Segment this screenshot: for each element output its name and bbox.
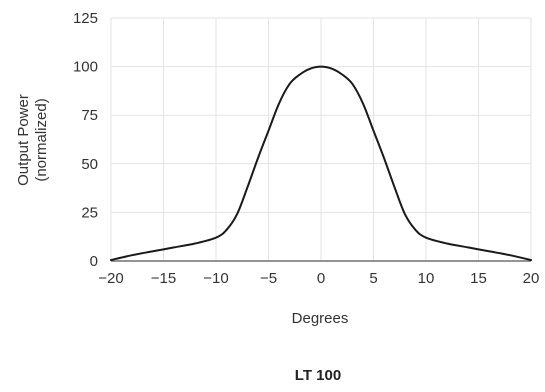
x-tick-label: 20 xyxy=(523,270,540,287)
chart-caption: LT 100 xyxy=(295,367,341,384)
y-axis-label: Output Power (normalized) xyxy=(15,94,50,186)
x-tick-label: 15 xyxy=(470,270,487,287)
x-tick-label: 0 xyxy=(317,270,325,287)
output-power-curve xyxy=(110,65,532,262)
x-tick-labels: −20 −15 −10 −5 0 5 10 15 20 xyxy=(98,270,539,287)
x-tick-label: 5 xyxy=(369,270,377,287)
x-tick-label: −5 xyxy=(260,270,277,287)
y-tick-label: 75 xyxy=(81,107,98,124)
y-tick-label: 50 xyxy=(81,156,98,173)
y-tick-label: 25 xyxy=(81,204,98,221)
y-tick-label: 100 xyxy=(73,59,98,76)
y-tick-label: 125 xyxy=(73,10,98,27)
x-gridlines xyxy=(110,18,532,261)
y-tick-label: 0 xyxy=(90,253,98,270)
y-tick-labels: 0 25 50 75 100 125 xyxy=(73,10,98,270)
y-axis-label-line-1: Output Power xyxy=(15,94,32,186)
x-tick-label: −10 xyxy=(203,270,228,287)
x-tick-label: −15 xyxy=(151,270,176,287)
x-tick-label: 10 xyxy=(418,270,435,287)
x-axis-label: Degrees xyxy=(292,310,349,327)
y-axis-label-line-2: (normalized) xyxy=(33,98,50,181)
x-tick-label: −20 xyxy=(98,270,123,287)
